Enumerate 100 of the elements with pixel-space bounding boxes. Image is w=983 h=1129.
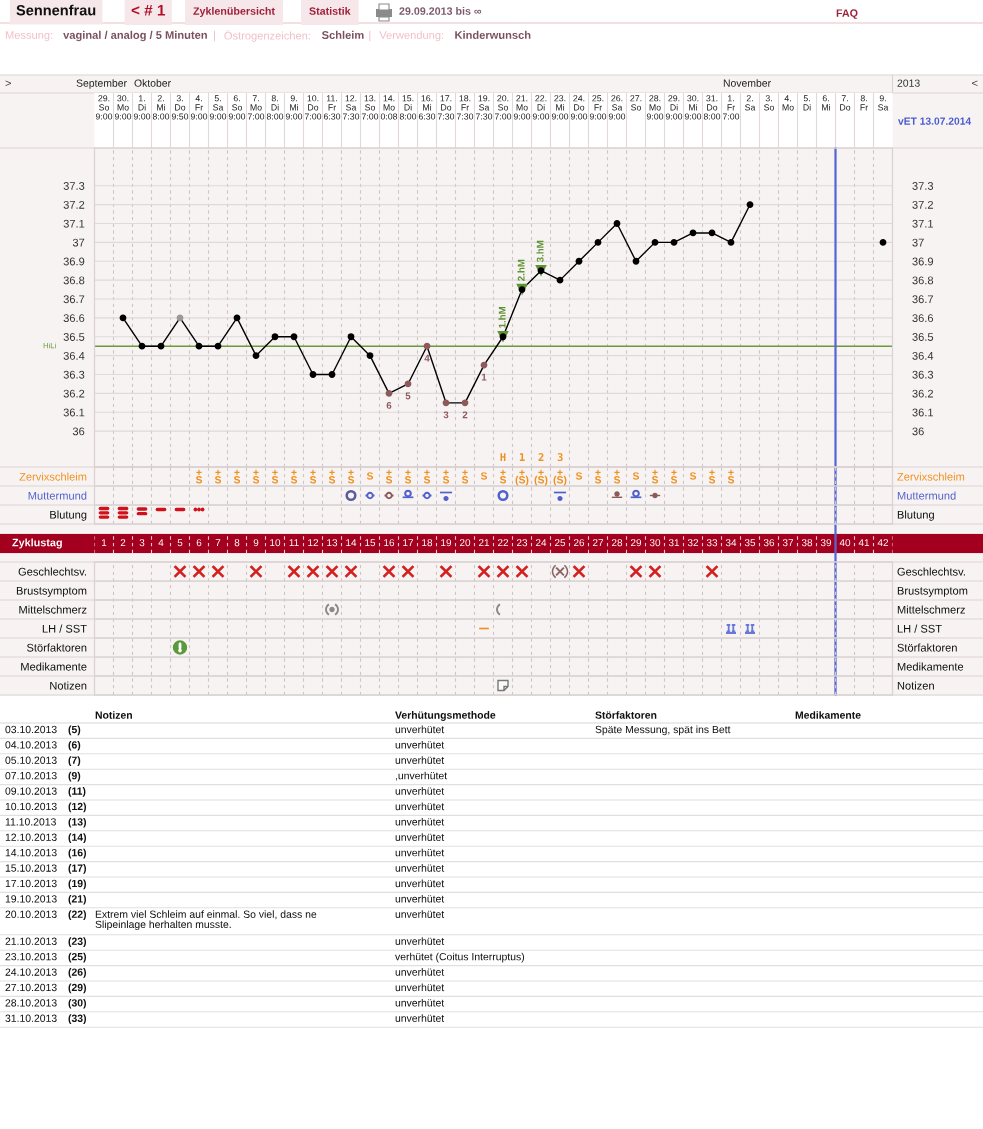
- x-tick-label: 28. Mo 9:00: [646, 95, 664, 120]
- text: + S: [195, 469, 203, 484]
- text: 11.10.2013: [5, 818, 56, 826]
- text: unverhütet: [395, 817, 445, 826]
- text: S: [480, 472, 488, 480]
- x-tick-label: 12. Sa 7:30: [342, 95, 360, 120]
- point: [347, 333, 355, 341]
- text: + S: [347, 469, 355, 484]
- text: FAQ: [836, 9, 858, 19]
- y-tick-label: 36.3: [63, 370, 85, 379]
- text: Sennenfrau: [16, 4, 96, 16]
- point: [309, 371, 317, 378]
- text: Schleim: [321, 30, 364, 39]
- text: unverhütet: [395, 802, 445, 811]
- text: 10.10.2013: [5, 802, 57, 811]
- y-tick-label: 36: [72, 427, 85, 436]
- text: + (S): [553, 469, 567, 486]
- x-tick-label: 8. Di 8:00: [266, 95, 284, 120]
- text: 23.10.2013: [5, 952, 57, 961]
- text: (30): [68, 998, 87, 1009]
- x-tick-label: 5. Sa 9:00: [209, 95, 227, 120]
- text: Statistik: [309, 7, 351, 15]
- x-tick-label: 8: [234, 539, 240, 547]
- text: Zyklenübersicht: [193, 7, 275, 17]
- y-tick-label: LH / SST: [897, 624, 942, 633]
- text: + (S): [534, 469, 548, 486]
- point: [594, 238, 602, 246]
- x-tick-label: 29: [630, 539, 642, 547]
- x-tick-label: 32: [687, 539, 699, 547]
- x-tick-label: 7. Mo 7:00: [247, 95, 265, 120]
- text: unverhütet: [395, 787, 445, 795]
- point: [385, 389, 393, 397]
- x-tick-label: 3. Do 9:50: [171, 95, 189, 120]
- x-tick-label: 39: [820, 539, 832, 547]
- x-tick-label: 10. Do 7:00: [304, 95, 322, 120]
- text: Verwendung:: [379, 30, 444, 42]
- text: 05.10.2013: [5, 756, 57, 764]
- x-tick-label: 11: [289, 539, 299, 547]
- x-tick-label: 11. Fr 6:30: [323, 95, 341, 120]
- text: Späte Messung, spät ins Bett: [595, 725, 731, 736]
- y-tick-label: 36.1: [63, 408, 85, 417]
- text: 24.10.2013: [5, 968, 57, 976]
- text: 15.10.2013: [5, 864, 57, 872]
- text: unverhütet: [395, 998, 445, 1007]
- text: November: [723, 79, 771, 87]
- x-tick-label: 28: [611, 539, 623, 547]
- text: >: [5, 80, 11, 87]
- annotation: 1: [481, 373, 487, 381]
- x-tick-label: 2. Mi 8:00: [152, 95, 170, 120]
- point: [575, 257, 583, 265]
- x-tick-label: 24: [535, 539, 547, 547]
- text: (13): [68, 817, 87, 828]
- text: 14.10.2013: [5, 848, 57, 857]
- text: (22): [68, 910, 87, 921]
- x-tick-label: 17. Do 7:30: [437, 95, 455, 120]
- x-tick-label: 9. Mi 9:00: [285, 95, 303, 120]
- x-tick-label: 34: [725, 539, 737, 547]
- text: S: [689, 472, 697, 480]
- x-tick-label: 2: [120, 539, 126, 547]
- text: |: [369, 30, 371, 42]
- annotation: 5: [405, 392, 411, 400]
- x-tick-label: 30. Mo 9:00: [114, 95, 132, 120]
- x-tick-label: 26: [573, 539, 585, 547]
- text: unverhütet: [395, 725, 445, 734]
- x-tick-label: 31: [668, 539, 680, 547]
- text: S: [366, 472, 374, 480]
- x-tick-label: 33: [706, 539, 718, 547]
- text: (16): [68, 848, 87, 859]
- text: + S: [404, 469, 412, 484]
- y-tick-label: Brustsymptom: [897, 586, 968, 597]
- x-tick-label: 23: [516, 539, 528, 547]
- x-tick-label: 16. Mi 6:30: [418, 95, 436, 120]
- text: + S: [233, 469, 241, 484]
- text: 19.10.2013: [5, 895, 57, 903]
- y-tick-label: 37.2: [63, 200, 85, 209]
- y-tick-label: Mittelschmerz: [897, 605, 965, 614]
- x-tick-label: 6. Mi: [822, 95, 831, 111]
- text: (33): [68, 1014, 87, 1025]
- annotation: 6: [386, 401, 392, 409]
- text: 04.10.2013: [5, 741, 57, 749]
- y-tick-label: 37: [72, 238, 85, 247]
- x-tick-label: 29. So 9:00: [95, 95, 113, 120]
- x-tick-label: 40: [839, 539, 851, 547]
- point: [670, 238, 678, 246]
- text: ,unverhütet: [395, 771, 448, 781]
- text: 31.10.2013: [5, 1014, 57, 1022]
- text: (29): [68, 983, 87, 994]
- y-tick-label: Muttermund: [897, 491, 956, 500]
- x-tick-label: 6: [196, 539, 202, 547]
- text: (9): [68, 771, 81, 782]
- text: unverhütet: [395, 910, 445, 918]
- text: unverhütet: [395, 879, 445, 888]
- point: [632, 257, 640, 265]
- text: <: [972, 80, 978, 87]
- text: (5): [68, 725, 81, 736]
- text: 03.10.2013: [5, 725, 57, 734]
- text: + S: [385, 469, 393, 484]
- text: (12): [68, 802, 87, 813]
- category-label: Verhütungsmethode: [395, 711, 496, 721]
- x-tick-label: 9. Sa: [878, 95, 889, 111]
